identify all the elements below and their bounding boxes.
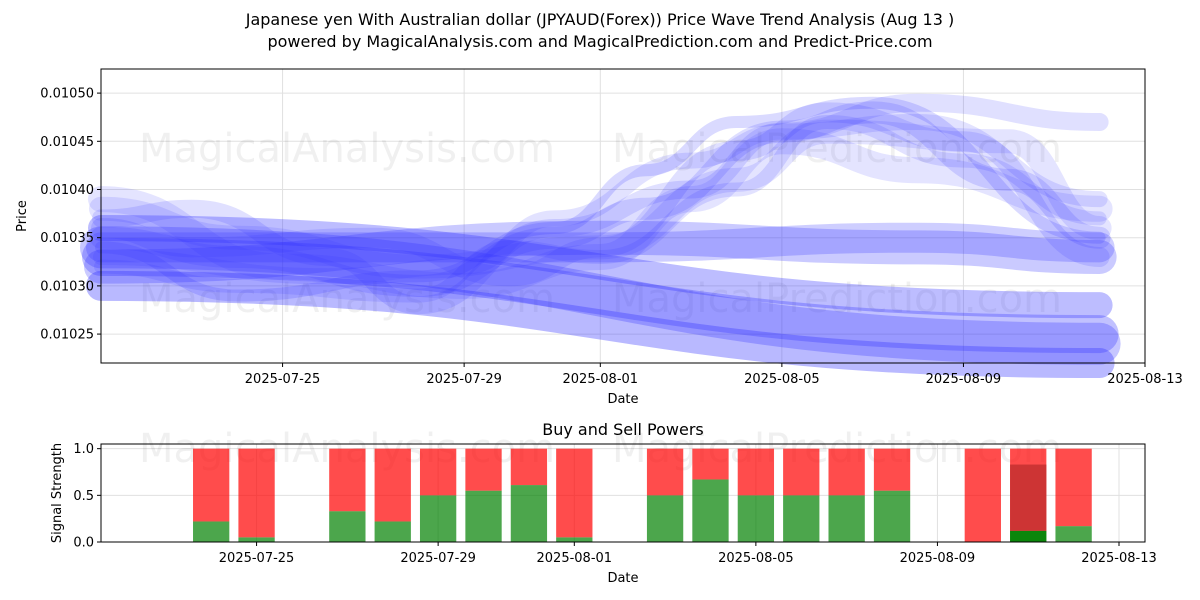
sell-power-bar <box>783 448 820 496</box>
buy-power-bar <box>646 495 684 542</box>
power-y-tick-label: 0.0 <box>73 536 94 551</box>
power-y-axis: 0.0 0.5 1.0 <box>73 442 101 551</box>
buy-power-bar <box>329 511 366 542</box>
buy-power-bar <box>510 485 548 542</box>
wave-series-line <box>89 119 1112 279</box>
sell-power-bar <box>329 448 366 512</box>
chart-subtitle: powered by MagicalAnalysis.com and Magic… <box>267 32 933 51</box>
price-x-axis-label: Date <box>607 392 638 407</box>
sell-power-bar <box>465 448 502 491</box>
wave-series-line <box>84 220 1117 284</box>
price-x-tick-label: 2025-08-13 <box>1107 372 1183 387</box>
price-y-tick-label: 0.01040 <box>40 183 94 198</box>
price-y-tick-label: 0.01035 <box>40 231 94 246</box>
sell-power-bar <box>828 448 865 496</box>
buy-power-bar <box>193 521 230 542</box>
chart-title-block: Japanese yen With Australian dollar (JPY… <box>0 9 1200 53</box>
price-x-axis: 2025-07-25 2025-07-29 2025-08-01 2025-08-05… <box>245 363 1183 387</box>
price-watermarks: MagicalAnalysis.com MagicalPrediction.co… <box>139 126 1062 322</box>
buy-power-bar <box>419 495 457 542</box>
sell-power-bar <box>873 448 911 491</box>
price-x-tick-label: 2025-08-05 <box>744 372 820 387</box>
buy-power-bar <box>238 537 275 542</box>
buy-power-bar <box>828 495 865 542</box>
sell-power-bar <box>646 448 684 496</box>
price-x-tick-label: 2025-07-29 <box>426 372 502 387</box>
price-plot-frame <box>100 68 1146 364</box>
buy-power-bar <box>737 495 775 542</box>
power-chart-title: Buy and Sell Powers <box>542 420 704 439</box>
price-x-tick-label: 2025-07-25 <box>245 372 321 387</box>
price-grid <box>101 69 1146 363</box>
sell-power-bar <box>692 448 729 480</box>
power-x-axis-label: Date <box>607 571 638 586</box>
wave-series-line <box>88 128 1113 299</box>
sell-power-bar <box>737 448 775 496</box>
buy-power-highlight <box>1010 530 1047 542</box>
price-y-tick-label: 0.01025 <box>40 328 94 343</box>
buy-power-bar <box>873 490 911 542</box>
watermark-right: MagicalPrediction.com <box>612 126 1062 172</box>
wave-series-line <box>90 101 1111 297</box>
buy-power-bar <box>374 521 411 542</box>
wave-series-line <box>94 115 1107 303</box>
price-y-axis-label: Price <box>15 200 30 232</box>
price-x-tick-label: 2025-08-09 <box>926 372 1002 387</box>
buy-power-bar <box>465 490 502 542</box>
wave-series-line <box>80 226 1121 365</box>
power-y-axis-label: Signal Strength <box>50 443 65 543</box>
sell-power-bar <box>556 448 593 538</box>
power-x-axis: 2025-07-25 2025-07-29 2025-08-01 2025-08-05… <box>219 542 1157 566</box>
wave-series-line <box>88 215 1113 319</box>
sell-power-bar <box>964 448 1001 542</box>
power-x-tick-label: 2025-08-13 <box>1081 551 1157 566</box>
power-y-tick-label: 0.5 <box>73 489 94 504</box>
watermark-left: MagicalAnalysis.com <box>139 276 555 322</box>
power-x-tick-label: 2025-07-29 <box>400 551 476 566</box>
wave-series-line <box>92 93 1109 315</box>
price-x-tick-label: 2025-08-01 <box>563 372 639 387</box>
buy-power-bar <box>1055 526 1092 542</box>
buy-power-bar <box>692 479 729 542</box>
sell-power-bar <box>238 448 275 538</box>
watermark-right: MagicalPrediction.com <box>612 276 1062 322</box>
wave-series-layer <box>80 93 1121 378</box>
wave-series-line <box>93 114 1108 285</box>
price-plot-area <box>101 69 1145 363</box>
sell-power-highlight <box>1010 464 1047 531</box>
price-y-axis: 0.01025 0.01030 0.01035 0.01040 0.01045 0.010… <box>40 87 101 343</box>
sell-power-bar <box>193 448 230 522</box>
sell-power-bar <box>419 448 457 496</box>
power-x-tick-label: 2025-08-05 <box>718 551 794 566</box>
power-y-tick-label: 1.0 <box>73 442 94 457</box>
wave-series-line <box>91 102 1110 287</box>
buy-power-bar <box>783 495 820 542</box>
price-y-tick-label: 0.01030 <box>40 279 94 294</box>
sell-power-bar <box>374 448 411 522</box>
power-x-tick-label: 2025-08-01 <box>537 551 613 566</box>
buy-power-bar <box>556 537 593 542</box>
sell-power-bar <box>1055 448 1092 527</box>
wave-series-line <box>86 222 1115 263</box>
wave-series-line <box>82 237 1119 354</box>
price-panel: MagicalAnalysis.com MagicalPrediction.co… <box>15 68 1183 407</box>
price-y-tick-label: 0.01050 <box>40 87 94 102</box>
price-y-tick-label: 0.01045 <box>40 135 94 150</box>
power-panel: Buy and Sell Powers MagicalAnalysis.com … <box>50 420 1157 586</box>
wave-series-line <box>95 96 1106 302</box>
power-x-tick-label: 2025-07-25 <box>219 551 295 566</box>
power-bars <box>193 448 1092 542</box>
wave-series-line <box>86 270 1115 378</box>
watermark-left: MagicalAnalysis.com <box>139 126 555 172</box>
power-plot-frame <box>100 443 1146 543</box>
power-x-tick-label: 2025-08-09 <box>900 551 976 566</box>
sell-power-bar <box>510 448 548 486</box>
chart-title: Japanese yen With Australian dollar (JPY… <box>245 10 955 29</box>
